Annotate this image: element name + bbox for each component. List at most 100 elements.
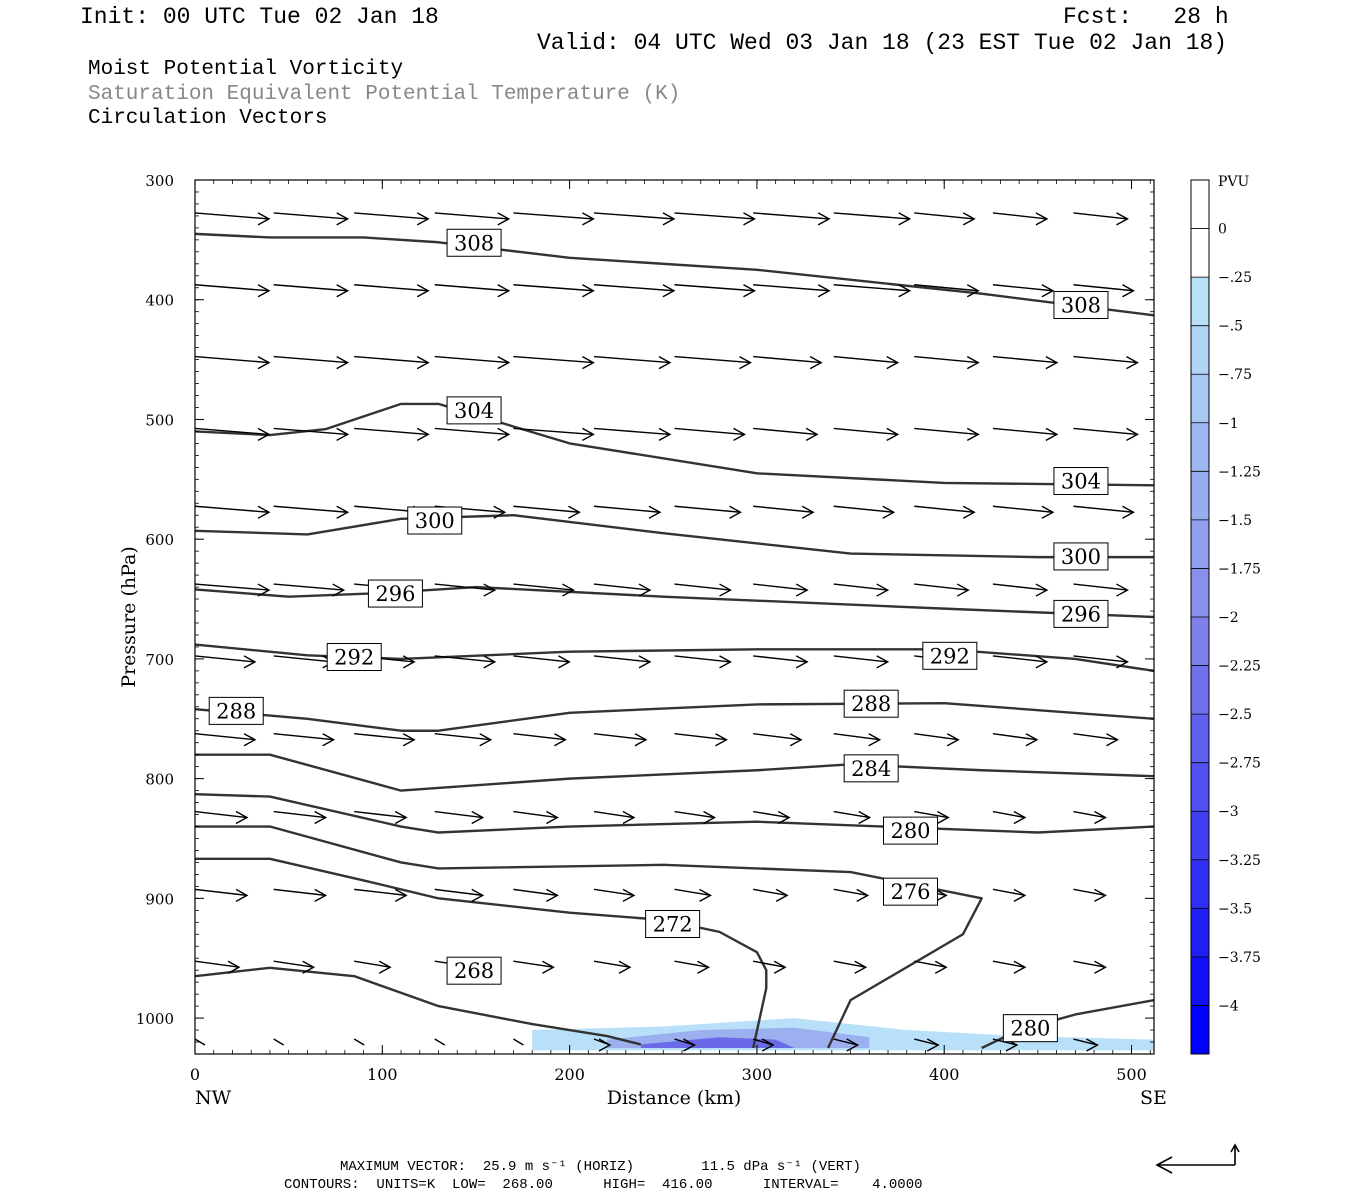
vector-arrow	[354, 284, 430, 298]
vector-shaft	[354, 212, 429, 220]
vector-arrow	[273, 505, 350, 519]
vector-arrow	[833, 505, 896, 519]
contour-label-box	[843, 689, 899, 718]
vector-head	[1041, 284, 1055, 298]
contour-label-text: 284	[851, 757, 891, 781]
vector-head	[582, 355, 595, 370]
contour-label: 292	[326, 643, 382, 672]
vector-shaft	[513, 655, 570, 663]
contour-labels: 308 308 304 304 300 300 296 296 292 292 288 288 284 2…	[208, 228, 1109, 1043]
vector-arrow	[593, 960, 632, 974]
vector-arrow	[752, 1038, 775, 1052]
vector-arrow	[753, 810, 791, 825]
contour-label-text: 292	[334, 646, 374, 670]
vector-head	[699, 888, 712, 902]
vector-head	[801, 505, 815, 519]
vector-shaft	[914, 583, 969, 591]
contour-label-box	[883, 877, 939, 906]
vector-head	[761, 1038, 775, 1052]
contour-label-box	[843, 754, 899, 783]
colorbar-segment	[1191, 956, 1209, 1006]
vector-arrow	[434, 212, 511, 226]
contour-line-268	[195, 966, 642, 1046]
vector-shaft	[753, 284, 830, 292]
x-end-label-right: SE	[1140, 1087, 1167, 1109]
contour-label-text: 296	[1061, 602, 1101, 626]
vector-arrow	[1073, 960, 1107, 974]
vector-shaft	[593, 810, 635, 819]
vector-head	[402, 733, 416, 747]
contour-label: 300	[407, 506, 463, 535]
vector-head	[648, 505, 662, 519]
contour-label-box	[1053, 467, 1109, 496]
contour-label-text: 308	[454, 231, 494, 255]
vector-head	[805, 427, 819, 442]
vector-head	[809, 355, 823, 370]
vector-shaft	[833, 427, 898, 436]
vector-head	[1025, 733, 1039, 747]
vector-arrow	[593, 733, 648, 747]
vector-head	[1045, 355, 1059, 370]
contour-label-text: 304	[454, 399, 494, 423]
vector-arrow	[273, 355, 350, 370]
contour-label: 308	[446, 228, 502, 257]
vector-arrow	[273, 655, 336, 669]
vector-shaft	[753, 427, 818, 436]
vector-head	[582, 212, 595, 226]
title-line-2: Saturation Equivalent Potential Temperat…	[88, 83, 681, 106]
vector-arrow	[753, 505, 815, 519]
vector-shaft	[354, 960, 391, 968]
vector-arrow	[195, 505, 271, 519]
colorbar-label: −2.5	[1218, 707, 1252, 723]
contour-label: 300	[1053, 542, 1109, 571]
vector-head	[934, 888, 948, 902]
vector-shaft	[914, 733, 959, 741]
vector-head	[1094, 888, 1107, 902]
vector-shaft	[273, 810, 326, 819]
reference-vector	[1155, 1143, 1240, 1174]
vector-head	[1126, 355, 1139, 370]
vector-head	[235, 888, 249, 902]
vector-shaft	[674, 355, 751, 364]
circulation-vectors	[195, 212, 1139, 1052]
vector-head	[773, 960, 787, 974]
contour-label-box	[446, 956, 502, 985]
vector-head	[542, 960, 555, 974]
vector-arrow	[992, 212, 1049, 226]
contour-label-box	[1053, 542, 1109, 571]
contour-line-308	[195, 232, 1154, 317]
colorbar-label: −2	[1218, 610, 1239, 626]
vector-shaft	[914, 427, 979, 436]
vector-shaft	[753, 355, 822, 364]
contour-label-text: 308	[1061, 294, 1101, 318]
vector-shaft	[273, 1038, 285, 1046]
vector-arrow	[992, 655, 1049, 669]
vector-head	[697, 960, 710, 974]
vector-shaft	[674, 284, 755, 292]
vector-arrow	[434, 284, 511, 298]
vector-shaft	[513, 960, 554, 968]
contour-label: 288	[208, 696, 264, 725]
vector-head	[483, 583, 497, 597]
vector-shaft	[354, 888, 407, 897]
vector-arrow	[674, 1038, 696, 1052]
vector-arrow	[195, 810, 249, 825]
vector-arrow	[753, 355, 823, 370]
vector-head	[322, 733, 336, 747]
vector-shaft	[354, 733, 415, 741]
vector-shaft	[753, 583, 808, 591]
vector-shaft	[992, 284, 1053, 292]
contour-label-text: 280	[890, 819, 930, 843]
vector-arrow	[833, 810, 872, 825]
vector-arrow	[593, 810, 636, 825]
vector-shaft	[674, 427, 745, 436]
vector-arrow	[353, 1038, 365, 1046]
vector-arrow	[354, 355, 430, 370]
vector-head	[416, 355, 430, 370]
title-line-1: Moist Potential Vorticity	[88, 58, 404, 81]
colorbar-segment	[1191, 228, 1209, 278]
y-tick-label: 600	[145, 531, 174, 549]
colorbar-label: −1.5	[1218, 513, 1252, 529]
vector-head	[622, 810, 636, 825]
vector-arrow	[992, 733, 1039, 747]
